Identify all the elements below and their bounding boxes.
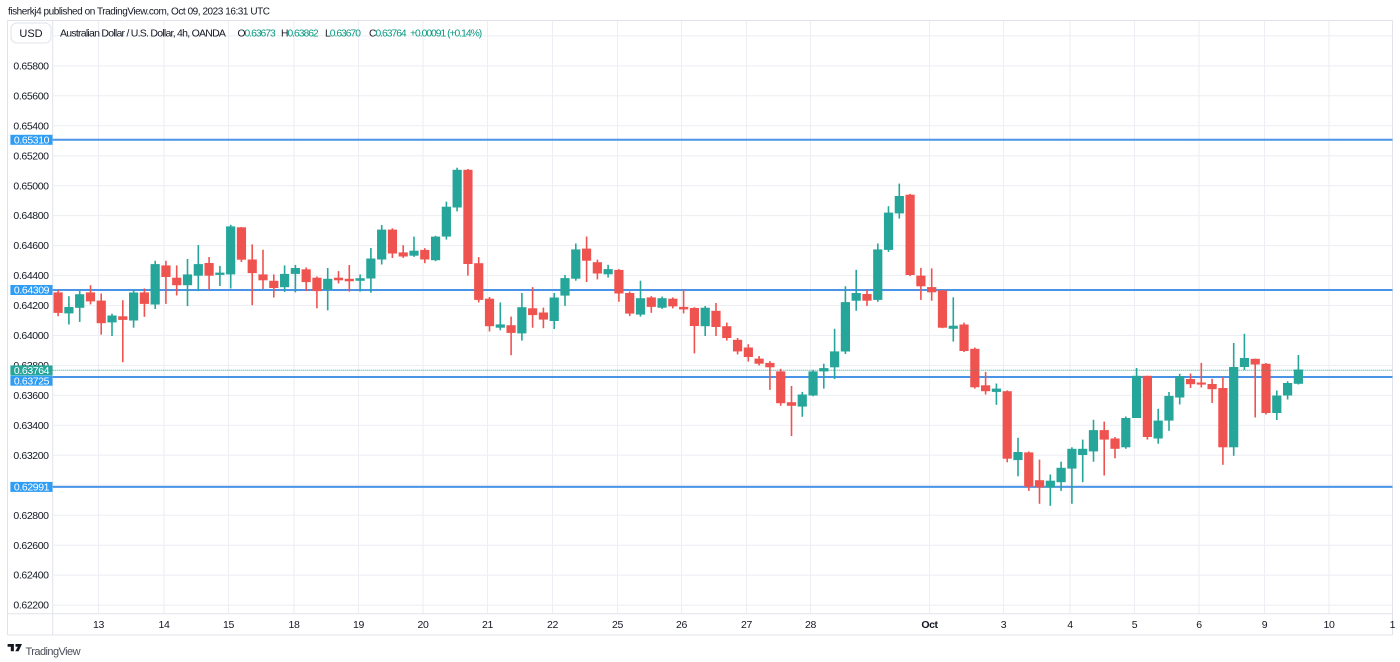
svg-text:fisherkj4 published on Trading: fisherkj4 published on TradingView.com, … (8, 7, 270, 18)
svg-text:0.62200: 0.62200 (13, 600, 49, 612)
svg-text:0.64600: 0.64600 (13, 240, 49, 252)
svg-text:9: 9 (1262, 619, 1268, 631)
svg-text:0.62800: 0.62800 (13, 510, 49, 522)
svg-text:20: 20 (418, 619, 429, 631)
svg-text:27: 27 (741, 619, 752, 631)
svg-text:25: 25 (612, 619, 623, 631)
svg-text:0.65800: 0.65800 (13, 61, 49, 73)
svg-text:0.65400: 0.65400 (13, 120, 49, 132)
svg-text:0.65600: 0.65600 (13, 90, 49, 102)
svg-text:0.62991: 0.62991 (14, 482, 50, 494)
svg-text:0.64400: 0.64400 (13, 270, 49, 282)
svg-text:1: 1 (1390, 619, 1396, 631)
svg-text:0.64200: 0.64200 (13, 300, 49, 312)
svg-text:18: 18 (289, 619, 300, 631)
svg-text:O0.63673: O0.63673 (238, 29, 277, 40)
svg-text:21: 21 (482, 619, 493, 631)
svg-text:H0.63862: H0.63862 (281, 29, 319, 40)
svg-text:C0.63764: C0.63764 (369, 29, 407, 40)
svg-text:0.64000: 0.64000 (13, 330, 49, 342)
svg-text:28: 28 (805, 619, 816, 631)
svg-text:0.65310: 0.65310 (14, 134, 50, 146)
svg-text:Australian Dollar / U.S. Dolla: Australian Dollar / U.S. Dollar, 4h, OAN… (60, 28, 226, 40)
svg-text:4: 4 (1067, 619, 1073, 631)
svg-text:14: 14 (159, 619, 170, 631)
svg-text:L0.63670: L0.63670 (325, 29, 361, 40)
svg-text:USD: USD (19, 28, 42, 40)
svg-text:26: 26 (676, 619, 687, 631)
svg-text:3: 3 (1001, 619, 1007, 631)
svg-text:0.65000: 0.65000 (13, 180, 49, 192)
svg-text:0.63200: 0.63200 (13, 450, 49, 462)
svg-text:19: 19 (353, 619, 364, 631)
svg-text:0.65200: 0.65200 (13, 150, 49, 162)
svg-text:15: 15 (223, 619, 234, 631)
svg-text:0.63764: 0.63764 (14, 365, 50, 377)
svg-text:Oct: Oct (921, 619, 938, 631)
svg-text:+0.00091 (+0.14%): +0.00091 (+0.14%) (410, 29, 482, 40)
svg-text:TradingView: TradingView (26, 646, 81, 658)
svg-text:10: 10 (1324, 619, 1335, 631)
svg-text:0.64800: 0.64800 (13, 210, 49, 222)
svg-text:0.63725: 0.63725 (14, 375, 50, 387)
svg-text:22: 22 (547, 619, 558, 631)
svg-text:0.62400: 0.62400 (13, 570, 49, 582)
svg-text:6: 6 (1196, 619, 1202, 631)
svg-text:0.64309: 0.64309 (14, 285, 50, 297)
svg-text:0.63600: 0.63600 (13, 390, 49, 402)
svg-text:13: 13 (93, 619, 104, 631)
svg-text:0.63400: 0.63400 (13, 420, 49, 432)
svg-text:5: 5 (1132, 619, 1138, 631)
svg-text:0.62600: 0.62600 (13, 540, 49, 552)
